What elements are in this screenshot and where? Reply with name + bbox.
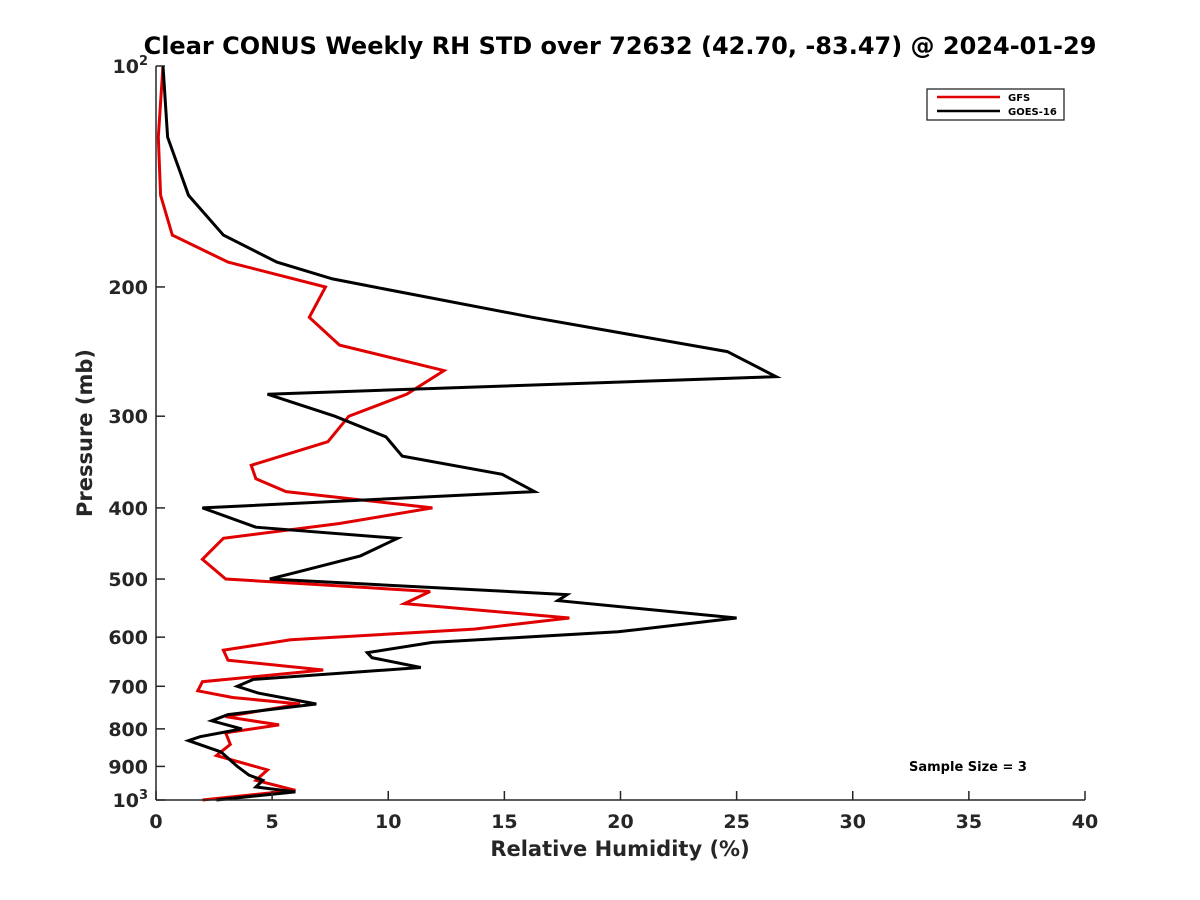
y-tick-label: 500 (108, 569, 148, 591)
y-tick-label: 200 (108, 277, 148, 299)
legend-label-gfs: GFS (1008, 93, 1030, 104)
y-tick-label: 800 (108, 719, 148, 741)
chart-title: Clear CONUS Weekly RH STD over 72632 (42… (144, 32, 1097, 60)
y-tick-label: 700 (108, 676, 148, 698)
x-tick-label: 15 (491, 811, 517, 833)
y-tick-label: 300 (108, 406, 148, 428)
y-tick-label: 103 (113, 788, 149, 812)
x-tick-label: 0 (149, 811, 162, 833)
x-tick-label: 40 (1072, 811, 1098, 833)
x-tick-label: 10 (375, 811, 401, 833)
legend-box (926, 88, 1065, 121)
series-line-goes16 (161, 65, 782, 802)
x-tick-label: 30 (840, 811, 866, 833)
legend-label-goes16: GOES-16 (1008, 107, 1057, 118)
x-tick-label: 20 (607, 811, 633, 833)
y-axis-ticks: 102 200 300 400 500 600 700 800 900 103 (108, 54, 165, 812)
x-axis-label: Relative Humidity (%) (490, 837, 749, 861)
x-tick-label: 5 (266, 811, 279, 833)
y-tick-label: 102 (113, 54, 149, 78)
y-tick-label: 900 (108, 756, 148, 778)
x-axis-ticks: 0 5 10 15 20 25 30 35 40 (149, 791, 1098, 833)
y-axis-label: Pressure (mb) (73, 349, 97, 517)
x-tick-label: 35 (956, 811, 982, 833)
legend: GFS GOES-16 (926, 88, 1065, 121)
y-tick-label: 400 (108, 498, 148, 520)
series-line-gfs (156, 65, 570, 802)
sample-size-annotation: Sample Size = 3 (909, 760, 1027, 775)
x-tick-label: 25 (723, 811, 749, 833)
plot-area (156, 65, 782, 802)
y-tick-label: 600 (108, 627, 148, 649)
